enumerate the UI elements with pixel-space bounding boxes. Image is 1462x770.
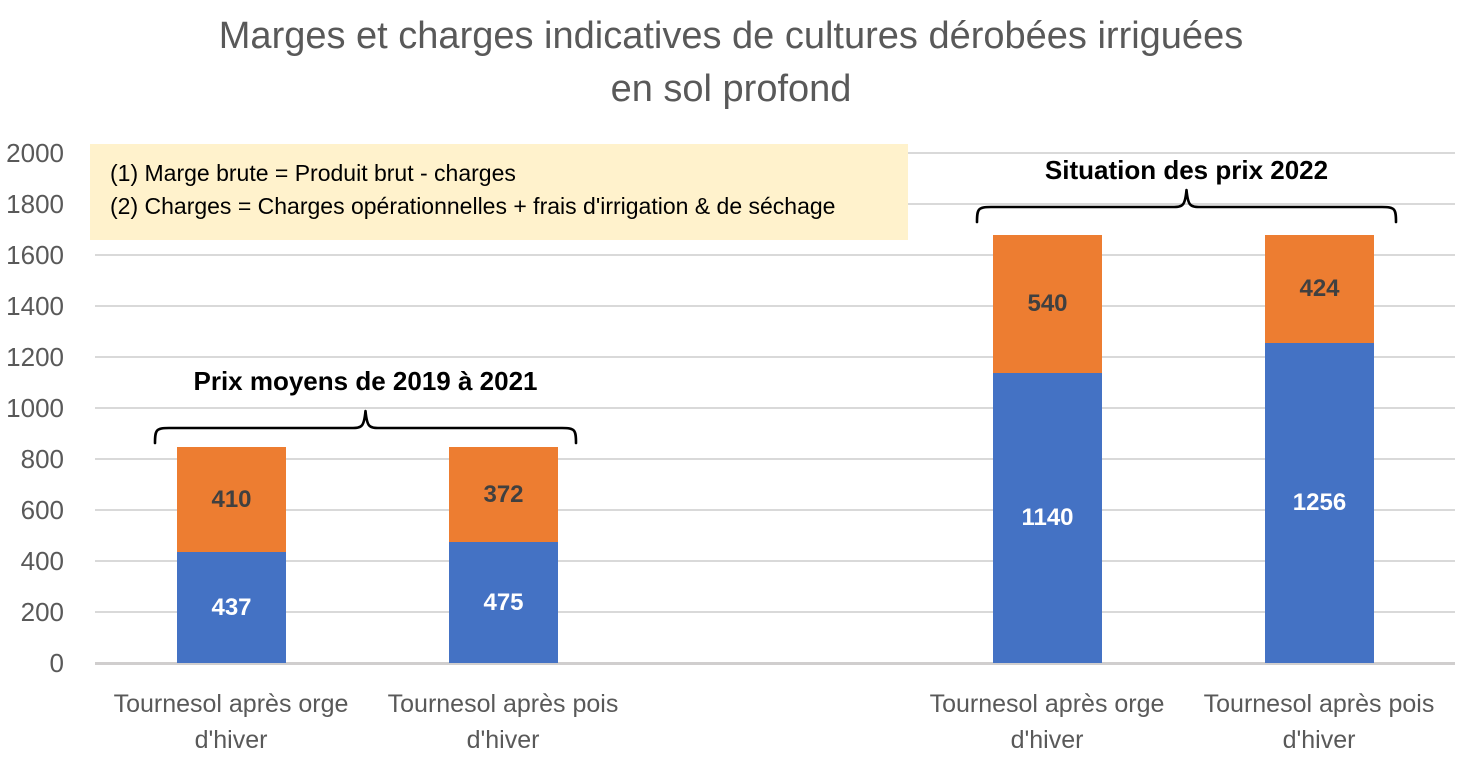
bar-value-label: 410: [211, 485, 252, 513]
y-tick-label: 2000: [6, 138, 64, 168]
y-tick-label: 800: [20, 444, 64, 474]
gridline: [95, 254, 1455, 256]
gridline: [95, 611, 1455, 613]
chart-title-line1: Marges et charges indicatives de culture…: [218, 15, 1244, 57]
bar-value-label: 1140: [1021, 503, 1074, 531]
bar-segment-blue-bottom-segment: 475: [449, 542, 558, 663]
bar-value-label: 475: [483, 588, 524, 616]
group-brace-left: [153, 409, 578, 445]
x-axis-category-label: Tournesol après orge d'hiver: [113, 690, 349, 754]
y-tick-label: 1200: [6, 342, 64, 372]
bar-segment-blue-bottom-segment: 437: [177, 552, 286, 663]
gridline: [95, 458, 1455, 460]
bar-segment-orange-top-segment: 410: [177, 447, 286, 552]
gridline: [95, 356, 1455, 358]
y-tick-label: 1600: [6, 240, 64, 270]
gridline: [95, 509, 1455, 511]
gridline: [95, 305, 1455, 307]
annotation-box: (1) Marge brute = Produit brut - charges…: [90, 144, 908, 240]
bar-value-label: 424: [1299, 275, 1340, 302]
chart-title-line2: en sol profond: [610, 68, 852, 110]
bar-segment-orange-top-segment: 540: [993, 235, 1102, 373]
chart-title: Marges et charges indicatives de culture…: [0, 10, 1462, 116]
bar-segment-blue-bottom-segment: 1256: [1265, 343, 1374, 663]
x-axis-category-label: Tournesol après orge d'hiver: [929, 690, 1165, 754]
bar-value-label: 372: [483, 480, 524, 508]
annotation-line1: (1) Marge brute = Produit brut - charges: [110, 160, 516, 186]
y-tick-label: 600: [20, 495, 64, 525]
bar-value-label: 1256: [1292, 489, 1347, 516]
y-tick-label: 1800: [6, 189, 64, 219]
gridline: [95, 407, 1455, 409]
bar-value-label: 437: [211, 593, 252, 621]
y-tick-label: 0: [49, 648, 64, 678]
y-tick-label: 1400: [6, 291, 64, 321]
x-axis-category-label: Tournesol après pois d'hiver: [1203, 690, 1435, 754]
x-axis-line: [95, 662, 1455, 665]
y-tick-label: 400: [20, 546, 64, 576]
bar-value-label: 540: [1027, 290, 1068, 317]
group-label-2022: Situation des prix 2022: [1044, 155, 1329, 185]
x-axis-category-label: Tournesol après pois d'hiver: [387, 690, 619, 754]
y-tick-label: 200: [20, 597, 64, 627]
gridline: [95, 560, 1455, 562]
bar-segment-blue-bottom-segment: 1140: [993, 372, 1102, 663]
annotation-line2: (2) Charges = Charges opérationnelles + …: [110, 193, 836, 219]
group-label-2019-2021: Prix moyens de 2019 à 2021: [193, 366, 538, 396]
bar-segment-orange-top-segment: 372: [449, 447, 558, 542]
y-tick-label: 1000: [6, 393, 64, 423]
group-brace-right: [975, 188, 1398, 224]
bar-segment-orange-top-segment: 424: [1265, 235, 1374, 343]
